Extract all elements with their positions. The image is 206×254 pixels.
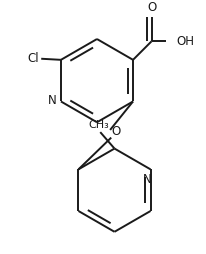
Text: O: O (111, 124, 120, 137)
Text: Cl: Cl (27, 52, 39, 65)
Text: N: N (48, 94, 57, 107)
Text: O: O (147, 1, 156, 14)
Text: CH₃: CH₃ (89, 120, 110, 130)
Text: OH: OH (177, 35, 195, 48)
Text: N: N (143, 173, 152, 186)
